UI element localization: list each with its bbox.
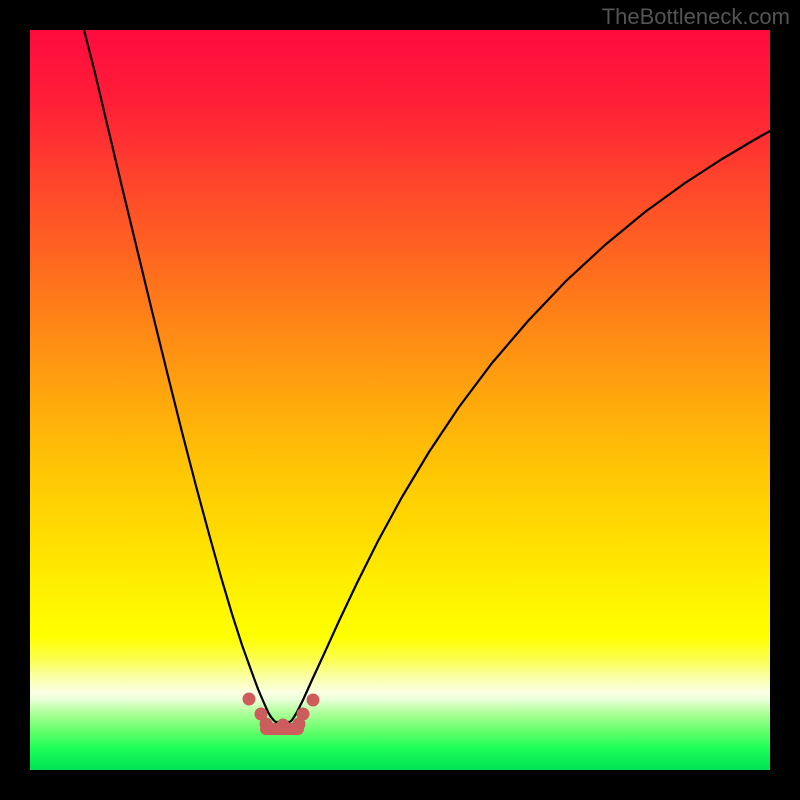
bottleneck-chart [0,0,800,800]
chart-container: { "canvas": { "width": 800, "height": 80… [0,0,800,800]
watermark-text: TheBottleneck.com [602,4,790,30]
